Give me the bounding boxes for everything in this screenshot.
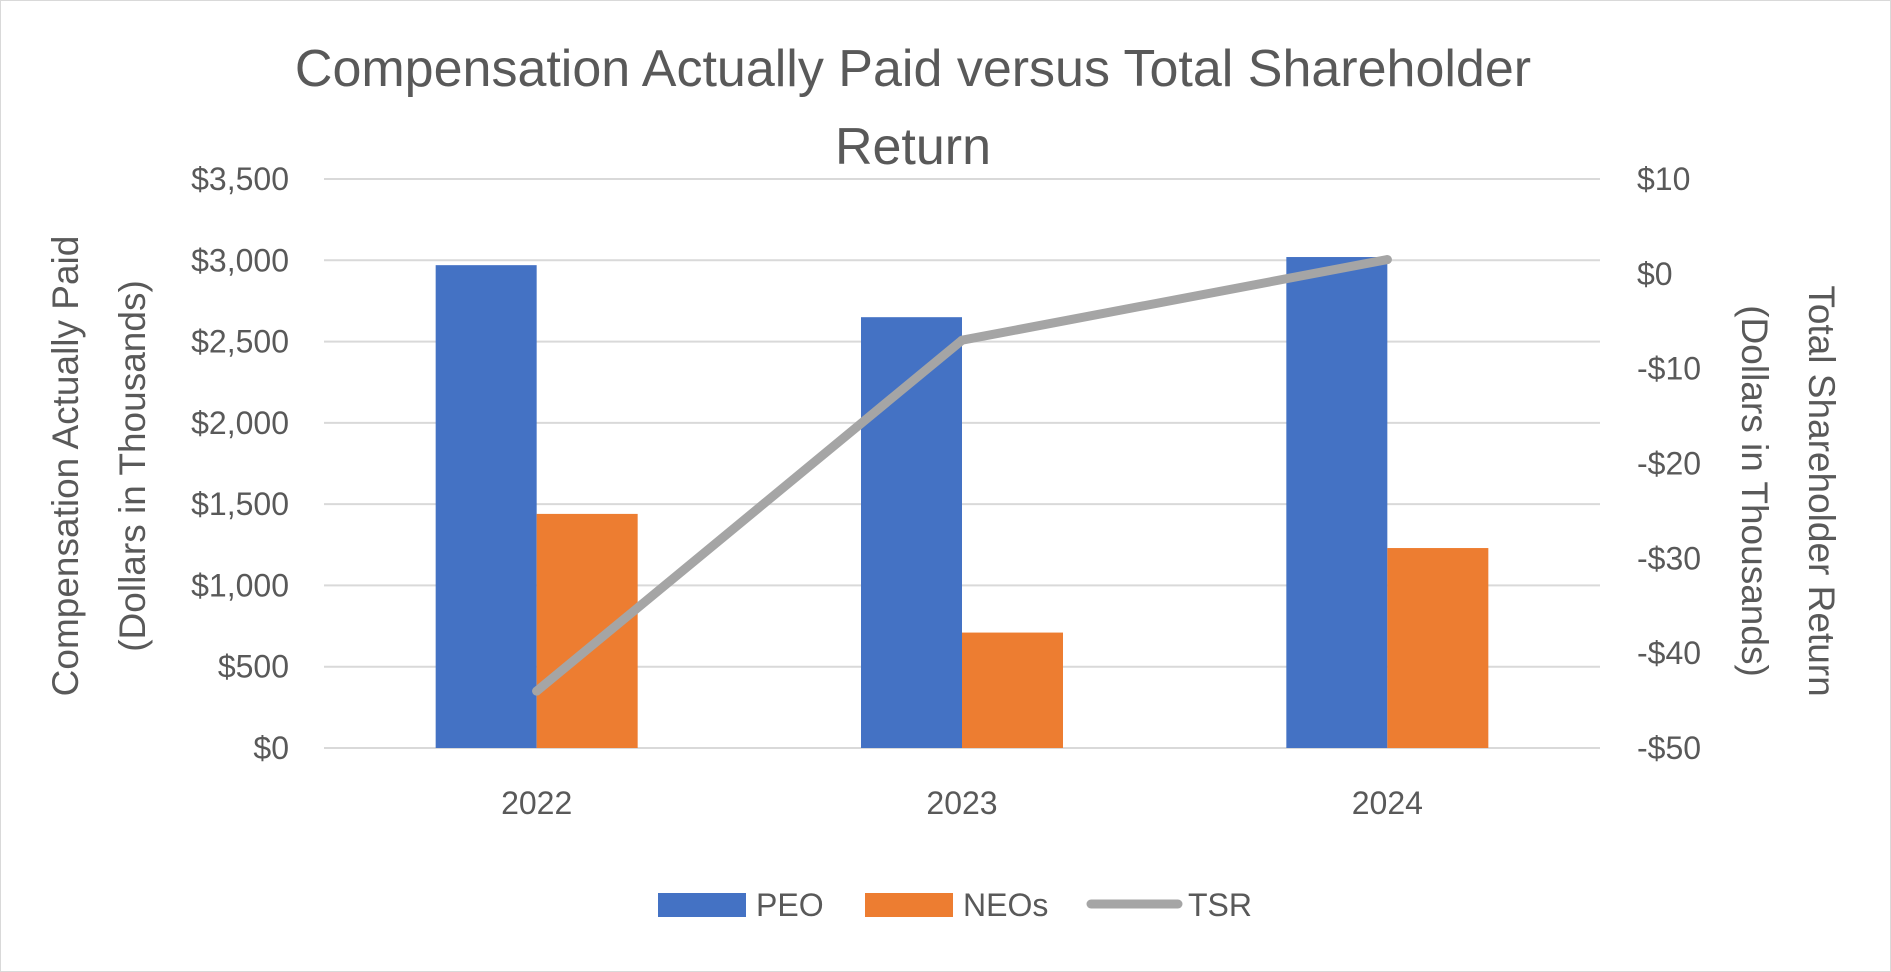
category-label-2022: 2022 [501,785,572,821]
chart-title: Compensation Actually Paid versus Total … [295,40,1531,176]
legend-swatch-neos [865,893,953,917]
left-tick-label: $1,500 [191,486,289,522]
left-tick-label: $1,000 [191,567,289,603]
left-axis-title-line-2: (Dollars in Thousands) [112,280,153,652]
legend-label-tsr: TSR [1188,887,1252,923]
category-axis-labels: 2022 2023 2024 [501,785,1423,821]
legend-entry-neos: NEOs [865,887,1048,923]
tsr-point-2023 [957,335,967,345]
bar-neos-2024 [1387,548,1489,748]
left-tick-label: $2,000 [191,405,289,441]
tsr-point-2022 [532,686,542,696]
tsr-point-2024 [1382,255,1392,265]
legend-entry-tsr: TSR [1086,887,1252,923]
left-tick-label: $3,500 [191,161,289,197]
bar-peo-2023 [861,317,962,748]
chart-title-line-1: Compensation Actually Paid versus Total … [295,40,1531,98]
left-axis-title: Compensation Actually Paid (Dollars in T… [45,236,153,697]
legend-label-neos: NEOs [963,887,1048,923]
legend-entry-peo: PEO [658,887,824,923]
legend-swatch-peo [658,893,746,917]
right-tick-label: -$10 [1637,351,1701,387]
right-axis-title-line-1: Total Shareholder Return [1801,285,1842,696]
bar-neos-2022 [536,513,638,748]
right-tick-label: -$40 [1637,635,1701,671]
legend-label-peo: PEO [756,887,824,923]
bar-peo-2022 [435,265,537,748]
bar-peo-2024 [1286,257,1388,748]
left-axis-ticks: $0 $500 $1,000 $1,500 $2,000 $2,500 $3,000 $3,5… [191,161,289,766]
bars [435,257,1489,748]
right-axis-title: Total Shareholder Return (Dollars in Tho… [1734,285,1842,696]
right-tick-label: $10 [1637,161,1690,197]
left-tick-label: $500 [218,649,289,685]
category-label-2024: 2024 [1352,785,1423,821]
left-tick-label: $3,000 [191,242,289,278]
legend: PEO NEOs TSR [658,887,1252,923]
bar-neos-2023 [962,632,1063,748]
left-axis-title-line-1: Compensation Actually Paid [45,236,86,697]
category-label-2023: 2023 [926,785,997,821]
left-tick-label: $2,500 [191,324,289,360]
right-axis-ticks: -$50 -$40 -$30 -$20 -$10 $0 $10 [1637,161,1701,766]
right-tick-label: -$20 [1637,446,1701,482]
right-tick-label: -$30 [1637,540,1701,576]
chart-title-line-2: Return [835,118,991,176]
right-tick-label: -$50 [1637,730,1701,766]
right-tick-label: $0 [1637,256,1673,292]
tsr-line-layer [532,255,1392,696]
left-tick-label: $0 [253,730,289,766]
right-axis-title-line-2: (Dollars in Thousands) [1734,305,1775,677]
